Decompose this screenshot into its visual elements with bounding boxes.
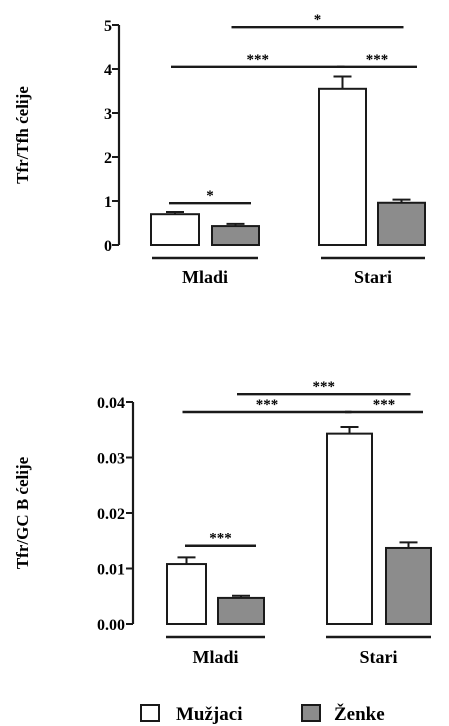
legend-swatch-males xyxy=(140,704,160,722)
significance-label: * xyxy=(314,12,322,28)
y-axis-label: Tfr/GC B ćelije xyxy=(13,456,32,569)
y-tick-label: 5 xyxy=(104,18,112,35)
group-label: Stari xyxy=(354,267,392,287)
legend-label-females: Ženke xyxy=(334,703,385,725)
significance-label: *** xyxy=(373,397,396,413)
bar-mladi-males xyxy=(150,213,200,246)
significance-label: *** xyxy=(209,531,232,547)
group-label: Stari xyxy=(360,647,398,667)
significance-label: *** xyxy=(313,379,336,395)
bar-stari-males xyxy=(318,87,367,246)
legend-swatch-females xyxy=(301,704,321,722)
y-tick-label: 0.00 xyxy=(97,617,125,634)
y-tick-label: 0.04 xyxy=(97,395,125,412)
legend-label-males: Mužjaci xyxy=(176,704,242,725)
y-axis-label: Tfr/Tfh ćelije xyxy=(13,86,32,184)
significance-label: * xyxy=(206,188,214,204)
group-label: Mladi xyxy=(192,647,238,667)
bar-mladi-males xyxy=(166,563,207,625)
significance-label: *** xyxy=(256,397,279,413)
y-tick-label: 0.01 xyxy=(97,562,125,579)
y-tick-label: 0.02 xyxy=(97,506,125,523)
y-tick-label: 3 xyxy=(104,106,112,123)
y-tick-label: 2 xyxy=(104,150,112,167)
legend: Mužjaci Ženke xyxy=(140,703,385,725)
y-tick-label: 4 xyxy=(104,62,112,79)
chart-tfr-gcb: 0.00 0.01 0.02 0.03 0.04 Tfr/GC B ćelije Mladi… xyxy=(13,379,432,667)
bar-stari-females xyxy=(385,546,432,626)
y-tick-label: 1 xyxy=(104,194,112,211)
y-tick-label: 0.03 xyxy=(97,451,125,468)
significance-label: *** xyxy=(366,52,389,68)
bar-mladi-females xyxy=(217,596,265,625)
group-label: Mladi xyxy=(182,267,228,287)
bar-stari-females xyxy=(377,201,426,246)
significance-label: *** xyxy=(247,52,270,68)
y-tick-label: 0 xyxy=(104,238,112,255)
bar-stari-males xyxy=(326,432,373,626)
bar-mladi-females xyxy=(211,225,260,247)
